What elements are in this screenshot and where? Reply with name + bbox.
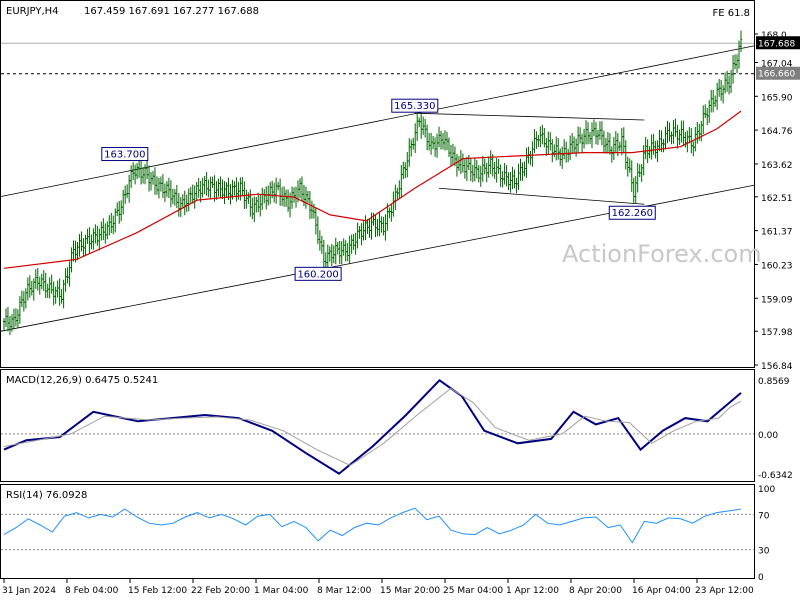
- rsi-line: [3, 507, 742, 544]
- macd-label: MACD(12,26,9) 0.6475 0.5241: [6, 375, 158, 386]
- time-tick-label: 15 Feb 12:00: [128, 586, 187, 596]
- rsi-label: RSI(14) 76.0928: [6, 490, 87, 501]
- price-tick-label: 167.04: [761, 59, 793, 69]
- channel-line: [0, 45, 755, 197]
- price-tick-label: 168.0: [761, 31, 787, 41]
- price-tick-label: 157.98: [761, 328, 793, 338]
- time-axis: 31 Jan 2024 8 Feb 04:00 15 Feb 12:00 22 Feb…: [2, 579, 754, 596]
- rsi-tick-label: 30: [758, 547, 770, 557]
- annotation-box: [101, 147, 149, 162]
- price-plot: 166.660 167.688 163.700 165.330 160.200 162.2…: [0, 30, 800, 336]
- macd-tick-label: -0.6342: [758, 471, 793, 481]
- rsi-tick-label: 0: [758, 573, 764, 583]
- time-tick-label: 23 Apr 12:00: [695, 586, 754, 596]
- annotation-box: [391, 98, 439, 113]
- price-tick-label: 163.62: [761, 161, 793, 171]
- current-price-box: [756, 36, 800, 50]
- annotation-label: 165.330: [394, 101, 435, 112]
- time-tick-label: 31 Jan 2024: [2, 586, 56, 596]
- triangle-line: [414, 112, 645, 121]
- time-tick-label: 1 Mar 04:00: [254, 586, 309, 596]
- price-tick-label: 159.09: [761, 295, 793, 305]
- price-axis: 168.0 167.04 165.90 164.76 163.62 162.51 161.3…: [754, 31, 793, 372]
- time-tick-label: 15 Mar 20:00: [380, 586, 440, 596]
- time-tick-label: 1 Apr 12:00: [506, 586, 559, 596]
- price-tick-label: 161.37: [761, 228, 793, 238]
- price-tick-label: 165.90: [761, 93, 793, 103]
- time-tick-label: 22 Feb 20:00: [191, 586, 250, 596]
- macd-tick-label: 0.8569: [758, 377, 790, 387]
- annotation-box: [608, 205, 656, 220]
- price-tick-label: 164.76: [761, 127, 793, 137]
- price-tick-label: 156.84: [761, 362, 793, 372]
- annotation-label: 163.700: [104, 150, 145, 161]
- triangle-line: [438, 187, 645, 205]
- macd-plot: 0.8569 0.00 -0.6342: [1, 377, 793, 481]
- time-tick-label: 16 Apr 04:00: [632, 586, 691, 596]
- rsi-tick-label: 70: [758, 511, 770, 521]
- annotation-label: 162.260: [612, 208, 653, 219]
- symbol-label: EURJPY,H4: [6, 6, 59, 17]
- rsi-plot: 100 70 30 0: [1, 485, 775, 583]
- macd-tick-label: 0.00: [758, 431, 778, 441]
- time-tick-label: 8 Mar 12:00: [317, 586, 372, 596]
- price-tick-label: 162.51: [761, 194, 793, 204]
- signal-line: [3, 387, 742, 466]
- time-tick-label: 8 Feb 04:00: [65, 586, 119, 596]
- ohlc-label: 167.459 167.691 167.277 167.688: [84, 6, 259, 17]
- current-price-label: 167.688: [758, 39, 795, 49]
- rsi-tick-label: 100: [758, 485, 775, 495]
- time-tick-label: 25 Mar 04:00: [443, 586, 503, 596]
- level-label: 166.660: [758, 70, 795, 80]
- price-panel-frame: [0, 0, 755, 368]
- annotation-box: [294, 266, 342, 281]
- price-tick-label: 160.23: [761, 261, 793, 271]
- fe-label: FE 61.8: [712, 8, 750, 19]
- watermark: ActionForex.com: [562, 240, 762, 268]
- rsi-panel-frame: [0, 484, 755, 579]
- level-label-box: [756, 66, 800, 80]
- moving-average-line: [3, 110, 742, 269]
- annotation-label: 160.200: [297, 269, 338, 280]
- macd-panel-frame: [0, 369, 755, 482]
- time-tick-label: 8 Apr 20:00: [569, 586, 622, 596]
